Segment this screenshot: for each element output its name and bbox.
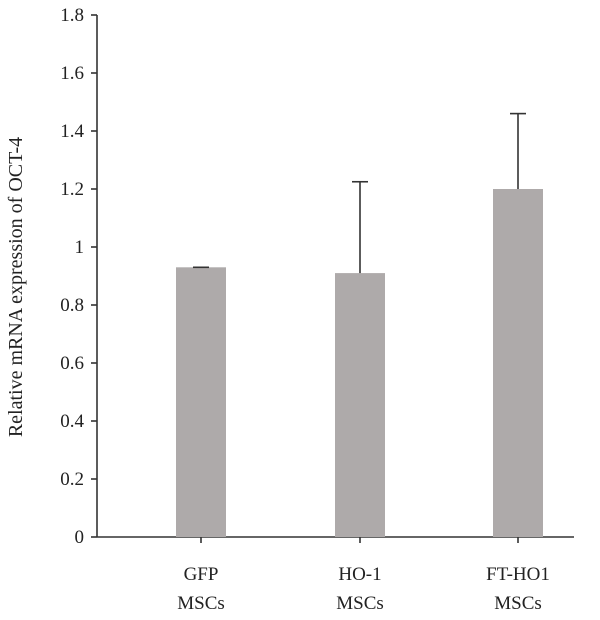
x-category-label: HO-1	[338, 564, 381, 585]
y-tick-label: 1.4	[60, 121, 84, 142]
category-labels: GFP MSCs HO-1 MSCs FT-HO1 MSCs	[177, 564, 550, 614]
bar	[335, 273, 385, 537]
y-axis-label: Relative mRNA expression of OCT-4	[5, 137, 27, 437]
y-tick-label: 0.6	[60, 353, 84, 374]
x-category-label: MSCs	[494, 593, 542, 614]
y-tick-label: 1	[75, 237, 85, 258]
x-category-label: MSCs	[336, 593, 384, 614]
bar	[493, 189, 543, 537]
x-category-label: GFP	[184, 564, 219, 585]
y-tick-label: 0.8	[60, 295, 84, 316]
bar	[176, 267, 226, 537]
x-category-label: MSCs	[177, 593, 225, 614]
error-bars	[193, 112, 526, 274]
y-tick-label: 0	[75, 527, 85, 548]
y-tick-label: 1.8	[60, 5, 84, 26]
y-tick-label: 0.2	[60, 469, 84, 490]
y-tick-label: 0.4	[60, 411, 84, 432]
axes: 0 0.2 0.4 0.6 0.8 1 1.2 1.4 1.6 1.8	[60, 5, 574, 548]
y-tick-label: 1.2	[60, 179, 84, 200]
bars	[176, 189, 543, 537]
x-category-label: FT-HO1	[486, 564, 550, 585]
y-tick-label: 1.6	[60, 63, 84, 84]
